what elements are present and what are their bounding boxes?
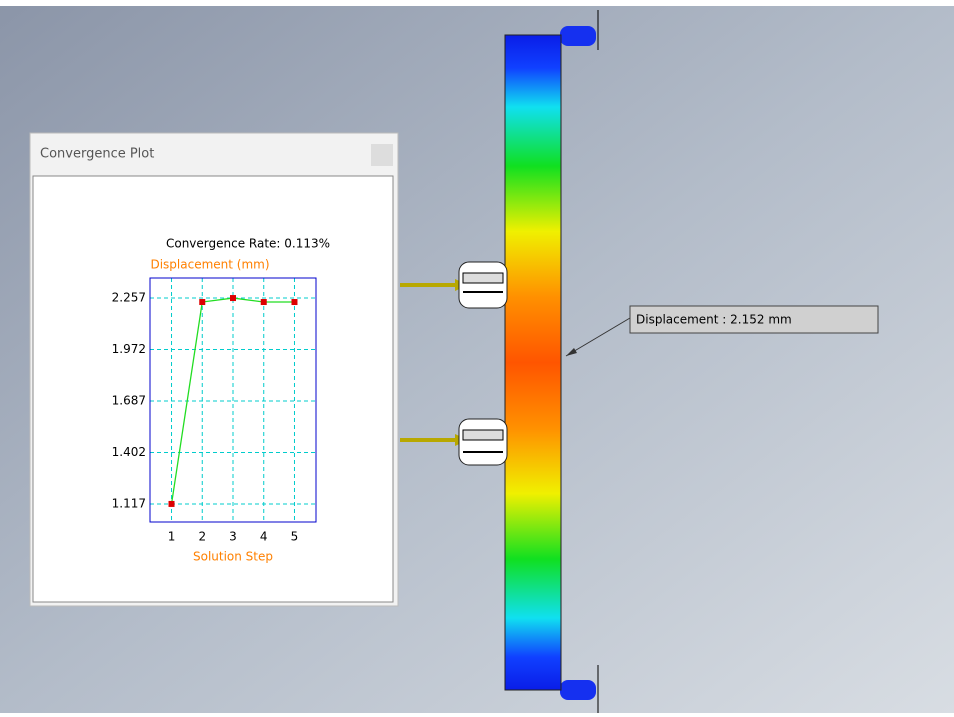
bolt [560, 26, 596, 46]
annotation-text: Displacement : 2.152 mm [636, 313, 792, 327]
y-axis-label: Displacement (mm) [150, 258, 269, 272]
constraint-glyph [463, 430, 503, 440]
point-marker [169, 501, 175, 507]
y-tick-label: 2.257 [112, 291, 146, 305]
point-marker [199, 299, 205, 305]
y-tick-label: 1.972 [112, 342, 146, 356]
top-border [0, 0, 954, 6]
point-marker [230, 295, 236, 301]
beam [505, 35, 561, 690]
y-tick-label: 1.117 [112, 496, 146, 510]
x-tick-label: 2 [198, 530, 206, 544]
constraint-glyph [463, 273, 503, 283]
x-tick-label: 5 [291, 530, 299, 544]
x-tick-label: 4 [260, 530, 268, 544]
bolt [560, 680, 596, 700]
y-tick-label: 1.402 [112, 445, 146, 459]
constraint-icon[interactable] [459, 262, 507, 308]
point-marker [261, 299, 267, 305]
y-tick-label: 1.687 [112, 393, 146, 407]
constraint-icon[interactable] [459, 419, 507, 465]
x-tick-label: 3 [229, 530, 237, 544]
window-title: Convergence Plot [40, 147, 154, 162]
x-tick-label: 1 [168, 530, 176, 544]
viewport: Displacement : 2.152 mm Convergence Plot… [0, 0, 954, 713]
chart-title: Convergence Rate: 0.113% [166, 237, 330, 251]
window-button[interactable] [371, 144, 393, 166]
x-axis-label: Solution Step [193, 550, 273, 564]
page: Displacement : 2.152 mm Convergence Plot… [0, 0, 954, 713]
point-marker [291, 299, 297, 305]
